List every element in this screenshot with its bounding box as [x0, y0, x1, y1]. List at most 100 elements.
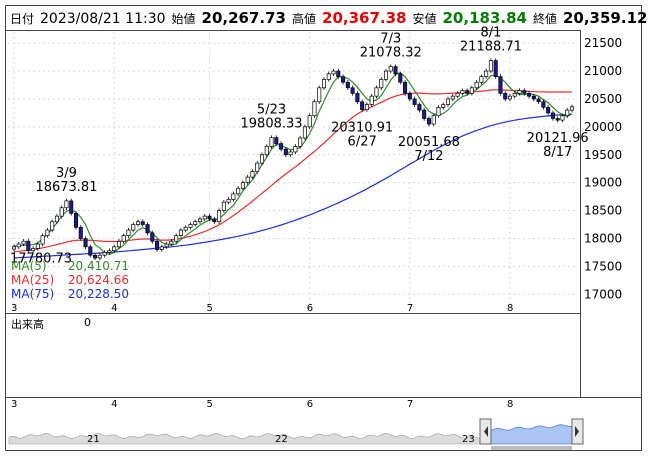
candle-body	[140, 221, 145, 225]
ma25-legend-label: MA(25)	[11, 273, 55, 287]
candle-body	[31, 248, 36, 252]
candle-body	[50, 221, 55, 231]
candle-body	[35, 243, 40, 249]
y-tick-label: 21500	[584, 36, 622, 50]
candle-body	[460, 90, 465, 94]
ma5-line	[13, 72, 573, 256]
annotation-date: 7/12	[414, 149, 443, 164]
annotation-value: 20310.91	[331, 121, 393, 136]
candle-body	[569, 106, 575, 111]
candle-body	[183, 226, 188, 231]
ma25-line	[13, 89, 572, 253]
date-label: 日付	[10, 12, 35, 26]
candle-body	[145, 224, 150, 234]
candle-body	[307, 115, 312, 128]
candle-body	[193, 221, 198, 225]
candle-body	[159, 246, 164, 250]
x-tick-label: 4	[111, 303, 117, 314]
ma75-legend-label: MA(75)	[11, 287, 55, 301]
open-label: 始値	[171, 12, 196, 26]
candle-body	[488, 60, 493, 72]
candle-body	[293, 146, 298, 153]
candle-body	[217, 210, 222, 223]
candle-body	[73, 213, 79, 228]
high-label: 高値	[292, 12, 317, 26]
ma5-legend-label: MA(5)	[11, 259, 47, 273]
candle-body	[326, 73, 331, 80]
candle-body	[197, 218, 203, 223]
navigator-selected-area[interactable]	[490, 424, 573, 445]
navigator-scrollbar-thumb[interactable]	[491, 446, 572, 450]
y-tick-label: 17500	[584, 259, 622, 273]
candle-body	[112, 246, 117, 252]
annotation-date: 7/3	[380, 32, 401, 47]
annotation-value: 18673.81	[35, 180, 97, 195]
candle-body	[388, 66, 393, 72]
volume-label: 出来高	[11, 318, 44, 331]
candle-body	[341, 76, 346, 83]
candle-body	[150, 232, 155, 242]
volume-value: 0	[84, 316, 91, 329]
ma25-legend-row: MA(25) 20,624.66	[11, 273, 129, 287]
candle-body	[512, 93, 517, 97]
ma5-legend-row: MA(5) 20,410.71	[11, 259, 129, 273]
annotation-date: 8/17	[543, 145, 572, 160]
candle-body	[465, 90, 470, 94]
candle-body	[236, 187, 241, 195]
candle-body	[135, 221, 141, 225]
candle-body	[379, 79, 384, 89]
y-tick-label: 19500	[584, 148, 622, 162]
navigator-label: 22	[275, 434, 288, 445]
candle-body	[469, 87, 474, 94]
candle-body	[126, 229, 131, 237]
ma5-legend-value: 20,410.71	[67, 259, 129, 273]
candle-body	[417, 104, 422, 111]
candle-body	[255, 162, 260, 172]
candle-body	[97, 254, 102, 259]
ohlc-header: 日付 2023/08/21 11:30 始値 20,267.73 高値 20,3…	[10, 9, 647, 29]
candle-body	[360, 101, 365, 110]
candle-body	[498, 76, 503, 94]
annotation-value: 21188.71	[460, 40, 522, 55]
candle-body	[422, 109, 427, 119]
candle-body	[226, 199, 231, 203]
candle-body	[317, 87, 322, 103]
x-tick-label-lower: 8	[507, 399, 513, 410]
candle-body	[455, 93, 460, 97]
candle-body	[398, 73, 403, 83]
candle-body	[274, 137, 279, 144]
candle-body	[174, 235, 179, 242]
low-label: 安値	[412, 12, 437, 26]
candle-body	[369, 95, 374, 105]
candle-body	[54, 215, 59, 223]
candle-body	[560, 115, 565, 121]
y-tick-label: 20000	[584, 120, 622, 134]
candle-body	[445, 98, 451, 105]
candle-body	[116, 240, 121, 248]
candle-body	[288, 151, 293, 156]
x-tick-label-lower: 4	[111, 399, 117, 410]
candle-body	[102, 252, 107, 256]
candle-body	[331, 70, 336, 75]
candle-body	[131, 224, 136, 231]
annotation-date: 6/27	[348, 135, 377, 150]
ma-legend: MA(5) 20,410.71 MA(25) 20,624.66 MA(75) …	[11, 259, 129, 301]
x-tick-label: 7	[407, 303, 413, 314]
navigator-history-area	[8, 433, 492, 445]
candle-body	[374, 87, 379, 97]
ma25-legend-value: 20,624.66	[67, 273, 129, 287]
x-tick-label: 6	[307, 303, 313, 314]
candle-body	[364, 104, 369, 110]
candle-body	[441, 104, 446, 108]
candle-body	[240, 182, 245, 189]
annotation-value: 20121.96	[527, 131, 589, 146]
x-tick-label-lower: 7	[407, 399, 413, 410]
volume-panel	[5, 313, 581, 398]
y-tick-label: 18500	[584, 204, 622, 218]
date-value: 2023/08/21 11:30	[40, 11, 166, 27]
candle-body	[555, 118, 560, 121]
candle-body	[546, 106, 551, 114]
candle-body	[431, 115, 436, 125]
x-tick-label: 5	[207, 303, 213, 314]
